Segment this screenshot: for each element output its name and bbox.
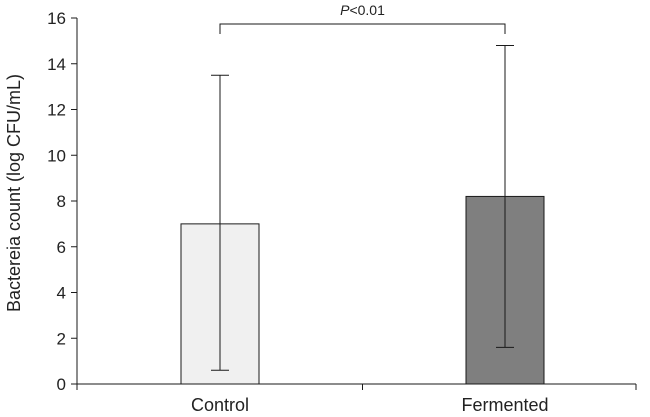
p-value-annotation: P<0.01 <box>340 2 385 18</box>
p-value-symbol: P <box>340 2 350 18</box>
y-tick-label: 8 <box>57 192 66 211</box>
y-tick-label: 16 <box>47 9 66 28</box>
y-tick-label: 14 <box>47 55 66 74</box>
p-value-text: <0.01 <box>349 2 385 18</box>
significance-bracket <box>219 23 506 34</box>
y-tick-label: 2 <box>57 329 66 348</box>
x-tick-label-control: Control <box>191 395 249 415</box>
y-tick-label: 12 <box>47 101 66 120</box>
y-tick-label: 0 <box>57 375 66 394</box>
y-tick-label: 10 <box>47 146 66 165</box>
y-axis-title: Bactereia count (log CFU/mL) <box>4 74 24 312</box>
y-tick-label: 6 <box>57 238 66 257</box>
y-tick-label: 4 <box>57 284 66 303</box>
x-tick-label-fermented: Fermented <box>461 395 548 415</box>
